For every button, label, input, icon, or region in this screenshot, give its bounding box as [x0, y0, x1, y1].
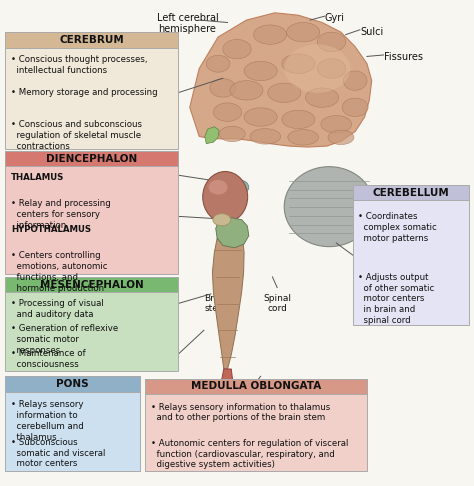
Ellipse shape [244, 61, 277, 81]
Polygon shape [212, 232, 244, 369]
FancyBboxPatch shape [145, 379, 367, 394]
Ellipse shape [250, 129, 281, 144]
Ellipse shape [213, 103, 242, 122]
Text: • Adjusts output
  of other somatic
  motor centers
  in brain and
  spinal cord: • Adjusts output of other somatic motor … [358, 273, 435, 325]
FancyBboxPatch shape [353, 185, 469, 326]
Ellipse shape [328, 130, 354, 145]
Text: • Memory storage and processing: • Memory storage and processing [11, 88, 158, 97]
Text: Spinal
cord: Spinal cord [263, 294, 291, 313]
Text: Brain
stem: Brain stem [204, 294, 228, 313]
Text: • Relay and processing
  centers for sensory
  information: • Relay and processing centers for senso… [11, 199, 111, 230]
Ellipse shape [210, 79, 236, 97]
Ellipse shape [321, 116, 352, 133]
Polygon shape [218, 369, 235, 422]
Text: • Conscious and subconscious
  regulation of skeletal muscle
  contractions: • Conscious and subconscious regulation … [11, 120, 142, 151]
FancyBboxPatch shape [145, 379, 367, 471]
Text: • Relays sensory information to thalamus
  and to other portions of the brain st: • Relays sensory information to thalamus… [151, 402, 330, 422]
Ellipse shape [244, 108, 277, 126]
Ellipse shape [213, 214, 231, 226]
FancyBboxPatch shape [5, 376, 140, 392]
Polygon shape [216, 218, 249, 248]
Ellipse shape [223, 39, 251, 59]
FancyBboxPatch shape [353, 185, 469, 200]
Text: • Relays sensory
  information to
  cerebellum and
  thalamus: • Relays sensory information to cerebell… [11, 400, 84, 442]
Text: Sulci: Sulci [360, 27, 383, 37]
Text: THALAMUS: THALAMUS [11, 173, 64, 182]
Ellipse shape [343, 71, 367, 90]
Text: CEREBRUM: CEREBRUM [59, 35, 124, 45]
Ellipse shape [206, 55, 230, 72]
Ellipse shape [287, 22, 319, 42]
Text: • Generation of reflexive
  somatic motor
  responses: • Generation of reflexive somatic motor … [11, 324, 118, 355]
Ellipse shape [318, 32, 346, 52]
Ellipse shape [219, 126, 245, 142]
Polygon shape [205, 127, 219, 144]
Text: Gyri: Gyri [324, 13, 345, 23]
Ellipse shape [288, 130, 319, 145]
FancyBboxPatch shape [5, 277, 178, 293]
Ellipse shape [318, 59, 346, 78]
Ellipse shape [230, 180, 249, 194]
Ellipse shape [268, 83, 301, 103]
Ellipse shape [254, 25, 287, 44]
Ellipse shape [282, 110, 315, 129]
Ellipse shape [284, 44, 350, 93]
Ellipse shape [230, 81, 263, 100]
Text: HYPOTHALAMUS: HYPOTHALAMUS [11, 226, 91, 234]
Ellipse shape [306, 88, 338, 107]
Text: • Conscious thought processes,
  intellectual functions: • Conscious thought processes, intellect… [11, 55, 147, 75]
Text: CEREBELLUM: CEREBELLUM [372, 188, 449, 198]
FancyBboxPatch shape [5, 32, 178, 48]
Text: • Processing of visual
  and auditory data: • Processing of visual and auditory data [11, 299, 104, 319]
Ellipse shape [342, 98, 368, 117]
Text: • Centers controlling
  emotions, autonomic
  functions, and
  hormone productio: • Centers controlling emotions, autonomi… [11, 251, 108, 293]
FancyBboxPatch shape [5, 376, 140, 471]
Text: MEDULLA OBLONGATA: MEDULLA OBLONGATA [191, 382, 321, 391]
Ellipse shape [209, 180, 228, 194]
Ellipse shape [284, 167, 374, 246]
Text: • Maintenance of
  consciousness: • Maintenance of consciousness [11, 349, 86, 369]
Text: Fissures: Fissures [383, 52, 422, 62]
Text: • Autonomic centers for regulation of visceral
  function (cardiovascular, respi: • Autonomic centers for regulation of vi… [151, 439, 348, 469]
FancyBboxPatch shape [5, 151, 178, 166]
Polygon shape [190, 13, 372, 147]
Ellipse shape [203, 172, 247, 223]
Text: DIENCEPHALON: DIENCEPHALON [46, 154, 137, 164]
Text: PONS: PONS [56, 379, 89, 389]
FancyBboxPatch shape [5, 151, 178, 275]
FancyBboxPatch shape [5, 32, 178, 149]
Ellipse shape [282, 54, 315, 73]
Text: MESENCEPHALON: MESENCEPHALON [40, 279, 144, 290]
Text: Left cerebral
hemisphere: Left cerebral hemisphere [156, 13, 218, 35]
Text: • Subconscious
  somatic and visceral
  motor centers: • Subconscious somatic and visceral moto… [11, 438, 106, 469]
FancyBboxPatch shape [5, 277, 178, 371]
Text: • Coordinates
  complex somatic
  motor patterns: • Coordinates complex somatic motor patt… [358, 212, 437, 243]
